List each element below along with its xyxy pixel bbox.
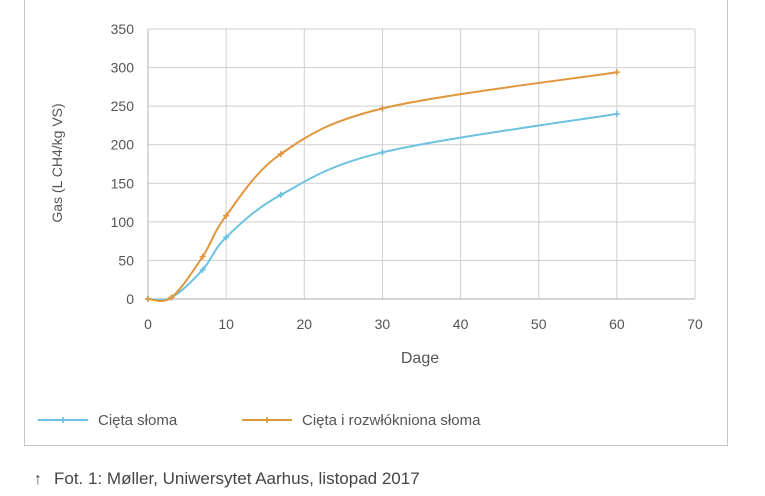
- data-point: [168, 294, 175, 301]
- data-point: [145, 296, 151, 302]
- data-point: [223, 212, 230, 219]
- y-tick-label: 300: [111, 60, 135, 76]
- legend-marker: [264, 417, 270, 423]
- y-tick-label: 250: [111, 98, 135, 114]
- data-point: [223, 234, 230, 241]
- arrow-up-icon: ↑: [34, 471, 42, 488]
- y-axis-label: Gas (L CH4/kg VS): [49, 103, 65, 222]
- legend-label: Cięta słoma: [98, 412, 178, 429]
- data-point: [199, 266, 206, 273]
- legend-label: Cięta i rozwłókniona słoma: [302, 412, 481, 429]
- legend-marker: [60, 417, 66, 423]
- x-tick-label: 30: [375, 316, 391, 332]
- data-point: [277, 150, 284, 157]
- caption-text: Fot. 1: Møller, Uniwersytet Aarhus, list…: [54, 469, 420, 488]
- chart-frame: [24, 0, 728, 446]
- chart-svg: 0 50 100 150 200 250 300 350 0 10 20 30 40 50 60 70 Da…: [38, 21, 703, 429]
- x-tick-label: 0: [144, 316, 152, 332]
- data-point: [379, 105, 386, 112]
- x-tick-label: 40: [453, 316, 469, 332]
- legend: Cięta słoma Cięta i rozwłókniona słoma: [38, 412, 481, 429]
- data-point: [379, 149, 386, 156]
- series-lines: [147, 71, 618, 302]
- y-tick-label: 0: [126, 291, 134, 307]
- y-tick-label: 100: [111, 214, 135, 230]
- y-tick-labels: 0 50 100 150 200 250 300 350: [111, 21, 135, 307]
- grid: [147, 28, 696, 300]
- x-tick-labels: 0 10 20 30 40 50 60 70: [144, 316, 703, 332]
- series-markers: [145, 69, 620, 302]
- y-tick-label: 350: [111, 21, 135, 37]
- x-axis-label: Dage: [401, 350, 439, 367]
- y-tick-label: 50: [118, 252, 134, 268]
- x-tick-label: 10: [218, 316, 234, 332]
- x-tick-label: 60: [609, 316, 625, 332]
- caption: ↑ Fot. 1: Møller, Uniwersytet Aarhus, lis…: [34, 469, 420, 489]
- data-point: [613, 69, 620, 76]
- data-point: [277, 191, 284, 198]
- x-tick-label: 70: [687, 316, 703, 332]
- data-point: [613, 110, 620, 117]
- y-tick-label: 150: [111, 175, 135, 191]
- x-tick-label: 50: [531, 316, 547, 332]
- data-point: [199, 253, 206, 260]
- y-tick-label: 200: [111, 137, 135, 153]
- x-tick-label: 20: [296, 316, 312, 332]
- series-line-2: [147, 71, 618, 302]
